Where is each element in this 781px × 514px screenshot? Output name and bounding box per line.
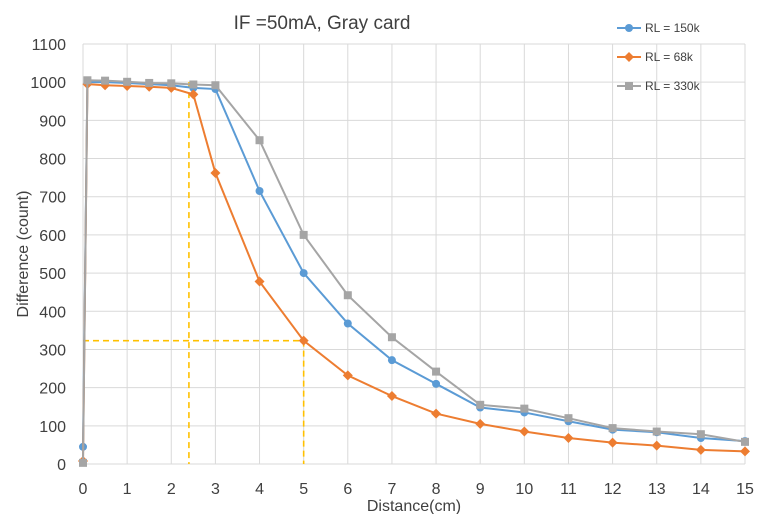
data-point <box>255 136 264 145</box>
data-point <box>342 370 353 381</box>
y-tick-label: 1000 <box>30 75 66 92</box>
data-point <box>740 446 750 457</box>
data-point <box>520 404 529 413</box>
data-point <box>79 458 87 467</box>
data-point <box>696 430 705 439</box>
legend-item: RL = 150k <box>617 21 701 35</box>
data-point <box>123 77 132 86</box>
series-rl-68k <box>78 79 750 466</box>
y-tick-label: 300 <box>39 342 66 359</box>
data-point <box>519 426 530 437</box>
data-point <box>741 437 749 446</box>
x-tick-label: 5 <box>299 481 308 498</box>
data-point <box>299 230 308 239</box>
legend-item: RL = 68k <box>617 50 694 64</box>
data-point <box>625 24 633 32</box>
data-point <box>607 437 618 448</box>
data-point <box>167 79 176 88</box>
legend: RL = 150k RL = 68k RL = 330k <box>617 21 701 93</box>
data-point <box>624 52 634 62</box>
x-tick-label: 15 <box>736 481 754 498</box>
data-point <box>254 276 265 287</box>
y-tick-label: 200 <box>39 381 66 398</box>
x-tick-label: 7 <box>387 481 396 498</box>
legend-label: RL = 68k <box>645 50 694 64</box>
data-point <box>432 367 441 376</box>
data-point <box>299 269 308 278</box>
y-tick-label: 500 <box>39 266 66 283</box>
data-point <box>387 356 396 365</box>
y-tick-label: 100 <box>39 419 66 436</box>
x-tick-label: 8 <box>432 481 441 498</box>
guide-lines <box>83 82 305 464</box>
series-group <box>78 76 750 467</box>
y-tick-label: 0 <box>57 457 66 474</box>
x-tick-label: 0 <box>79 481 88 498</box>
data-point <box>475 418 486 429</box>
y-axis-label: Difference (count) <box>15 191 32 318</box>
data-point <box>145 78 154 87</box>
x-tick-label: 3 <box>211 481 220 498</box>
series-line <box>82 81 746 447</box>
data-point <box>476 400 485 409</box>
data-point <box>564 414 573 423</box>
x-axis-label: Distance(cm) <box>367 498 461 514</box>
x-tick-label: 10 <box>515 481 533 498</box>
data-point <box>608 424 617 433</box>
data-point <box>189 80 198 89</box>
x-tick-label: 6 <box>343 481 352 498</box>
y-tick-label: 900 <box>39 113 66 130</box>
series-rl-330k <box>79 76 749 467</box>
x-tick-label: 13 <box>648 481 666 498</box>
data-point <box>343 319 352 328</box>
legend-label: RL = 330k <box>645 79 701 93</box>
data-point <box>625 82 633 90</box>
y-tick-label: 1100 <box>32 37 67 54</box>
data-point <box>563 433 574 444</box>
grid <box>82 43 746 465</box>
series-line <box>82 83 746 461</box>
data-point <box>652 427 661 436</box>
y-tick-labels: 0 100 200 300 400 500 600 700 800 900 1000 1100 <box>30 37 66 474</box>
data-point <box>432 379 441 388</box>
data-point <box>210 168 221 179</box>
data-point <box>695 444 706 455</box>
data-point <box>211 81 220 90</box>
y-tick-label: 600 <box>39 228 66 245</box>
data-point <box>387 333 396 342</box>
x-tick-labels: 0 1 2 3 4 5 6 7 8 9 10 11 12 13 14 15 <box>79 481 754 498</box>
x-tick-label: 14 <box>692 481 710 498</box>
series-rl-150k <box>79 78 749 451</box>
legend-item: RL = 330k <box>617 79 701 93</box>
data-point <box>431 408 442 419</box>
data-point <box>255 187 264 195</box>
x-tick-label: 9 <box>476 481 485 498</box>
data-point <box>386 391 397 402</box>
data-point <box>101 76 110 85</box>
chart-title: IF =50mA, Gray card <box>234 13 411 34</box>
x-tick-label: 1 <box>123 481 132 498</box>
data-point <box>343 291 352 300</box>
data-point <box>83 76 92 85</box>
legend-label: RL = 150k <box>645 21 701 35</box>
x-tick-label: 4 <box>255 481 264 498</box>
y-tick-label: 400 <box>39 304 66 321</box>
data-point <box>298 335 309 346</box>
y-tick-label: 700 <box>39 190 66 207</box>
x-tick-label: 11 <box>560 481 577 498</box>
x-tick-label: 12 <box>604 481 622 498</box>
x-tick-label: 2 <box>167 481 176 498</box>
data-point <box>651 440 662 451</box>
data-point <box>188 89 199 100</box>
y-tick-label: 800 <box>39 152 66 169</box>
